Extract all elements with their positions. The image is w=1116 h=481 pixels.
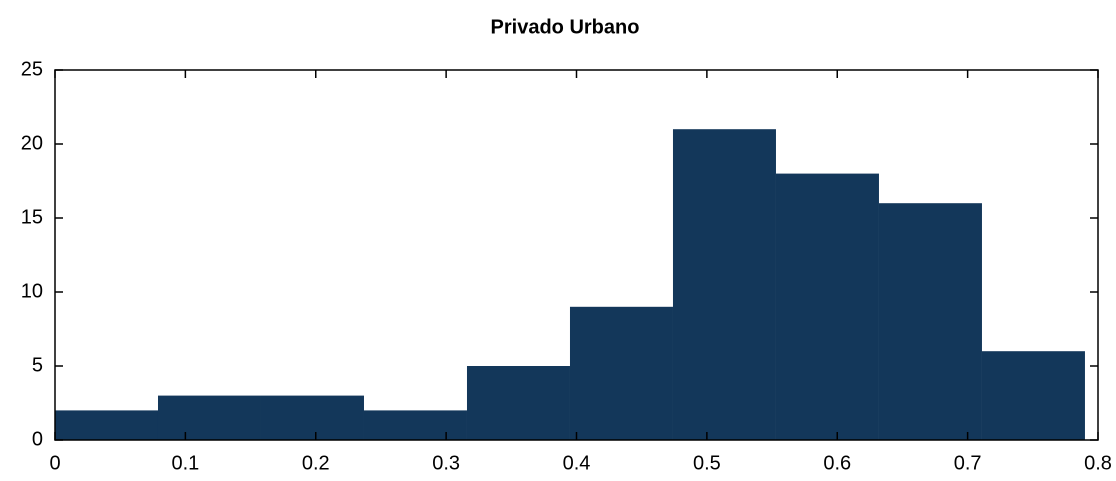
x-tick-label: 0 (49, 452, 60, 474)
x-tick-label: 0.5 (693, 452, 721, 474)
x-tick-label: 0.3 (432, 452, 460, 474)
bar (260, 395, 364, 440)
bar (981, 351, 1085, 440)
x-tick-label: 0.8 (1084, 452, 1112, 474)
bar (363, 410, 467, 440)
y-tick-label: 10 (21, 280, 43, 302)
bar (55, 410, 158, 440)
x-tick-label: 0.7 (954, 452, 982, 474)
y-tick-label: 25 (21, 58, 43, 80)
bar (672, 129, 776, 440)
x-tick-label: 0.4 (563, 452, 591, 474)
bar (775, 173, 879, 440)
x-tick-label: 0.1 (171, 452, 199, 474)
bar (466, 366, 570, 440)
y-tick-label: 5 (32, 354, 43, 376)
y-tick-label: 20 (21, 132, 43, 154)
x-tick-label: 0.6 (823, 452, 851, 474)
chart-title: Privado Urbano (491, 16, 640, 38)
bar (569, 306, 673, 440)
y-tick-label: 15 (21, 206, 43, 228)
bar (878, 203, 982, 440)
x-tick-label: 0.2 (302, 452, 330, 474)
y-tick-label: 0 (32, 428, 43, 450)
bar (157, 395, 261, 440)
